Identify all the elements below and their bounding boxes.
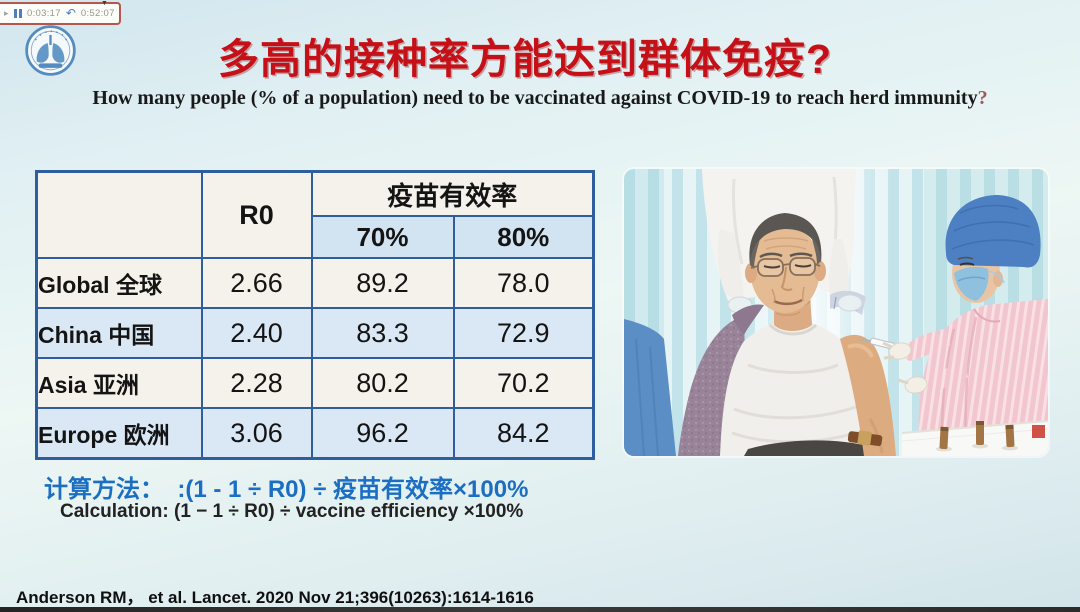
row-r0-value: 2.40 [200, 307, 313, 359]
vials [936, 421, 1018, 452]
screen-bottom-edge [0, 607, 1080, 612]
vial-table [901, 420, 1048, 456]
gloved-hands [882, 341, 928, 394]
pause-icon[interactable] [13, 9, 23, 18]
table-header-r0: R0 [200, 170, 313, 259]
recorder-toolbar: ▸ 0:03:17 ↶ 0:52:07 [0, 2, 121, 25]
table-row: Europe 欧洲 3.06 96.2 84.2 [35, 407, 595, 460]
wrist-watch [847, 430, 883, 447]
row-70-value: 80.2 [310, 357, 455, 409]
patient-figure [678, 213, 896, 456]
row-r0-value: 2.28 [200, 357, 313, 409]
row-80-value: 70.2 [452, 357, 595, 409]
row-region-label: Asia 亚洲 [35, 357, 203, 409]
nurse-figure [858, 195, 1048, 456]
row-region-label: Global 全球 [35, 257, 203, 309]
row-80-value: 72.9 [452, 307, 595, 359]
table-row: Global 全球 2.66 89.2 78.0 [35, 257, 595, 309]
row-r0-value: 3.06 [200, 407, 313, 460]
calculation-formula-zh: 计算方法： :(1 - 1 ÷ R0) ÷ 疫苗有效率×100% [44, 476, 529, 503]
elapsed-time: 0:03:17 [27, 8, 61, 19]
row-70-value: 89.2 [310, 257, 455, 309]
subtitle-text: How many people (% of a population) need… [92, 87, 978, 109]
blue-drape [624, 319, 676, 456]
row-70-value: 83.3 [310, 307, 455, 359]
herd-immunity-table: R0 疫苗有效率 70% 80% Global 全球 2.66 89.2 78.… [35, 170, 596, 460]
total-time: 0:52:07 [80, 8, 115, 19]
slide-subtitle: How many people (% of a population) need… [0, 87, 1080, 110]
row-70-value: 96.2 [310, 407, 455, 460]
row-80-value: 78.0 [452, 257, 595, 309]
toolbar-menu-arrow-icon[interactable]: ▼ [101, 0, 108, 7]
table-header-70: 70% [310, 215, 455, 259]
table-corner-cell [35, 170, 203, 259]
citation: Anderson RM， et al. Lancet. 2020 Nov 21;… [16, 588, 534, 607]
table-header-80: 80% [452, 215, 595, 259]
table-header-efficacy: 疫苗有效率 [310, 170, 595, 217]
table-row: China 中国 2.40 83.3 72.9 [35, 307, 595, 359]
slide-title: 多高的接种率方能达到群体免疫? [217, 36, 833, 82]
row-region-label: Europe 欧洲 [35, 407, 203, 460]
row-80-value: 84.2 [452, 407, 595, 460]
subtitle-question-mark: ? [977, 87, 988, 109]
vaccination-photo [624, 169, 1048, 456]
row-region-label: China 中国 [35, 307, 203, 359]
table-row: Asia 亚洲 2.28 80.2 70.2 [35, 357, 595, 409]
row-r0-value: 2.66 [200, 257, 313, 309]
calculation-formula-en: Calculation: (1 − 1 ÷ R0) ÷ vaccine effi… [60, 501, 524, 522]
red-watermark [1032, 425, 1045, 438]
undo-icon[interactable]: ↶ [65, 5, 76, 20]
institute-logo-icon [25, 25, 76, 76]
play-icon[interactable]: ▸ [4, 8, 9, 18]
